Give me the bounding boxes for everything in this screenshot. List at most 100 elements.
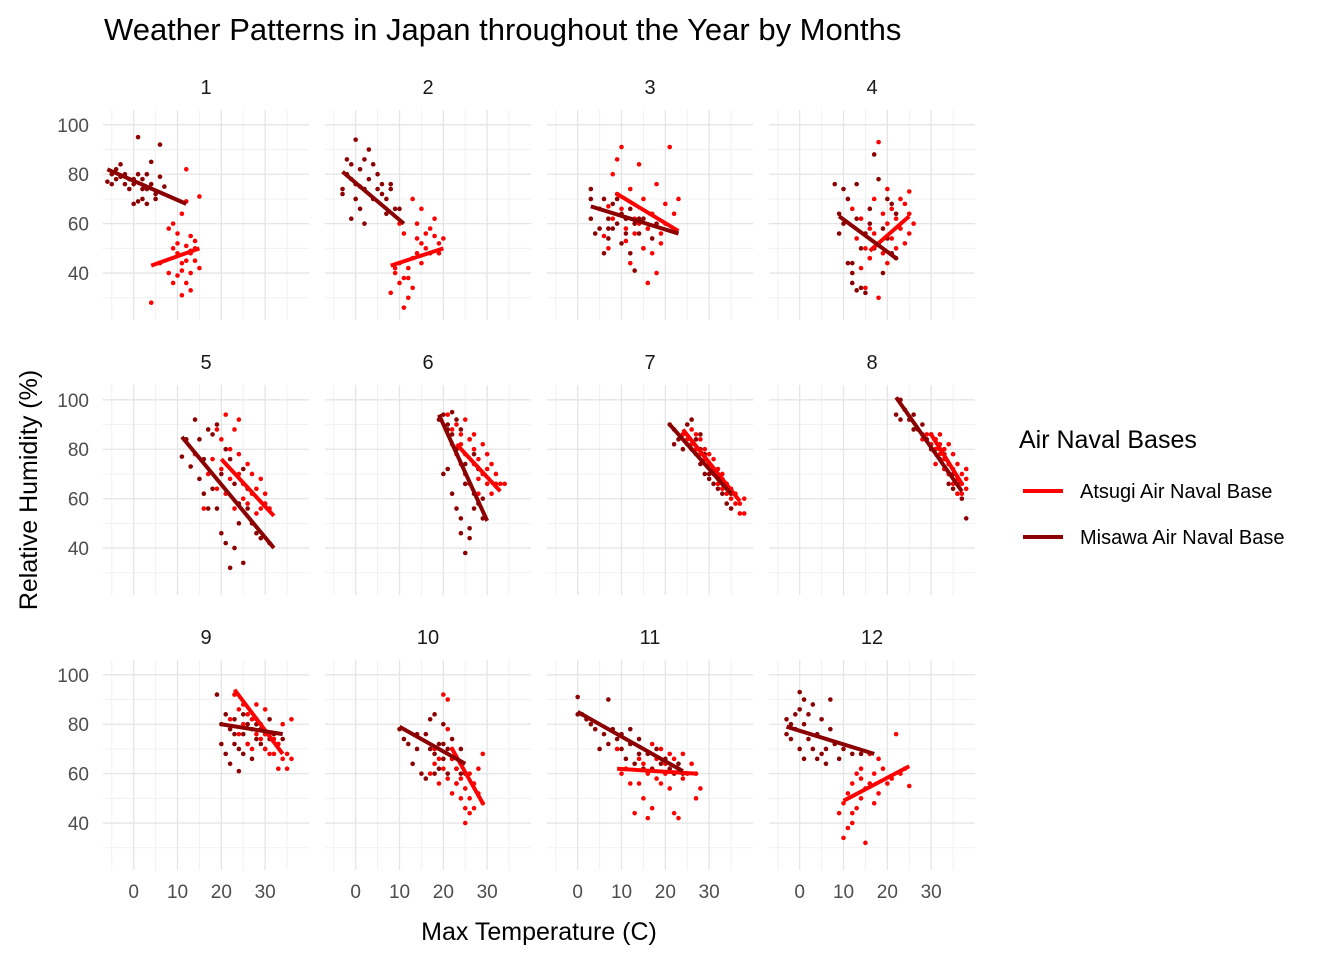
data-point-misawa: [893, 211, 899, 217]
data-point-misawa: [702, 471, 708, 477]
data-point-atsugi: [401, 305, 407, 310]
data-point-misawa: [258, 741, 264, 747]
data-point-atsugi: [963, 466, 969, 472]
data-point-misawa: [715, 486, 721, 492]
data-point-misawa: [610, 201, 616, 207]
data-point-misawa: [454, 506, 459, 511]
data-point-atsugi: [627, 186, 633, 192]
data-point-misawa: [135, 171, 141, 177]
data-point-atsugi: [728, 496, 734, 501]
data-point-misawa: [946, 481, 952, 487]
panel-grid: [103, 385, 309, 595]
data-point-atsugi: [959, 491, 965, 497]
trend-line-misawa: [180, 435, 276, 550]
data-point-atsugi: [880, 250, 886, 256]
trend-line-misawa: [668, 423, 733, 496]
data-point-atsugi: [636, 162, 642, 167]
y-tick-label: 80: [68, 715, 89, 736]
data-point-misawa: [227, 565, 233, 571]
data-point-atsugi: [476, 766, 481, 772]
data-point-atsugi: [249, 716, 255, 722]
data-point-misawa: [362, 221, 367, 226]
data-point-misawa: [144, 171, 150, 177]
data-point-atsugi: [423, 231, 429, 236]
data-point-atsugi: [680, 751, 686, 757]
data-point-atsugi: [214, 486, 220, 492]
data-point-atsugi: [419, 260, 424, 266]
data-point-misawa: [810, 746, 816, 752]
data-point-misawa: [131, 201, 136, 207]
data-point-misawa: [636, 231, 642, 236]
data-point-atsugi: [236, 451, 242, 457]
data-point-atsugi: [871, 771, 877, 776]
panel-grid: [769, 110, 975, 320]
data-point-atsugi: [232, 427, 237, 432]
data-point-atsugi: [632, 231, 637, 236]
y-tick-label: 40: [68, 539, 89, 560]
data-point-misawa: [126, 186, 132, 192]
data-point-misawa: [845, 196, 851, 202]
data-point-misawa: [445, 771, 451, 776]
data-point-misawa: [236, 768, 242, 774]
y-tick-label: 60: [68, 215, 89, 236]
panel-grid: [103, 660, 309, 870]
panel-grid: [325, 660, 531, 870]
facet-strip-label: 10: [417, 627, 439, 649]
data-point-misawa: [240, 731, 246, 737]
panel-grid: [325, 110, 531, 320]
data-point-misawa: [836, 756, 842, 762]
data-point-atsugi: [871, 196, 877, 202]
data-point-misawa: [232, 481, 237, 487]
legend-title: Air Naval Bases: [1019, 426, 1197, 454]
data-point-misawa: [405, 741, 411, 747]
data-point-misawa: [232, 716, 237, 722]
data-point-misawa: [379, 191, 385, 197]
trend-line-misawa: [576, 710, 684, 773]
data-point-atsugi: [436, 756, 442, 762]
data-point-misawa: [867, 206, 873, 212]
y-tick-label: 80: [68, 440, 89, 461]
data-point-atsugi: [871, 231, 877, 236]
panel-grid: [103, 110, 309, 320]
data-point-atsugi: [462, 417, 468, 422]
data-point-atsugi: [906, 211, 912, 217]
panel-grid: [547, 385, 753, 595]
data-point-atsugi: [471, 805, 477, 811]
data-point-misawa: [601, 731, 607, 737]
facet-strip-label: 12: [861, 627, 883, 649]
data-point-atsugi: [258, 736, 264, 742]
panel-grid: [769, 660, 975, 870]
data-point-atsugi: [863, 246, 868, 251]
data-point-atsugi: [484, 466, 490, 472]
data-point-atsugi: [619, 206, 624, 212]
data-point-misawa: [592, 726, 598, 732]
data-point-atsugi: [271, 751, 277, 757]
data-point-misawa: [214, 692, 220, 697]
data-point-misawa: [641, 216, 646, 222]
data-point-misawa: [192, 417, 198, 422]
data-point-atsugi: [741, 511, 747, 516]
data-point-misawa: [140, 196, 145, 202]
trend-line-atsugi: [455, 442, 502, 493]
data-point-misawa: [788, 721, 794, 727]
facet-panel-12: 12 0 10 20 30: [769, 627, 975, 903]
data-point-atsugi: [284, 751, 290, 757]
data-point-misawa: [432, 751, 437, 757]
data-point-misawa: [588, 216, 594, 222]
data-point-misawa: [280, 736, 286, 742]
data-point-misawa: [823, 761, 829, 767]
data-point-misawa: [671, 441, 677, 447]
data-point-atsugi: [258, 506, 264, 511]
data-point-misawa: [606, 236, 611, 241]
data-point-atsugi: [245, 461, 250, 467]
data-point-atsugi: [876, 295, 881, 301]
data-point-misawa: [401, 736, 407, 742]
data-point-misawa: [575, 694, 580, 700]
data-point-misawa: [232, 731, 237, 737]
data-point-misawa: [148, 159, 154, 165]
data-point-atsugi: [427, 226, 433, 231]
facet-strip-label: 2: [422, 77, 433, 99]
data-point-misawa: [819, 716, 824, 722]
data-point-atsugi: [667, 751, 673, 757]
